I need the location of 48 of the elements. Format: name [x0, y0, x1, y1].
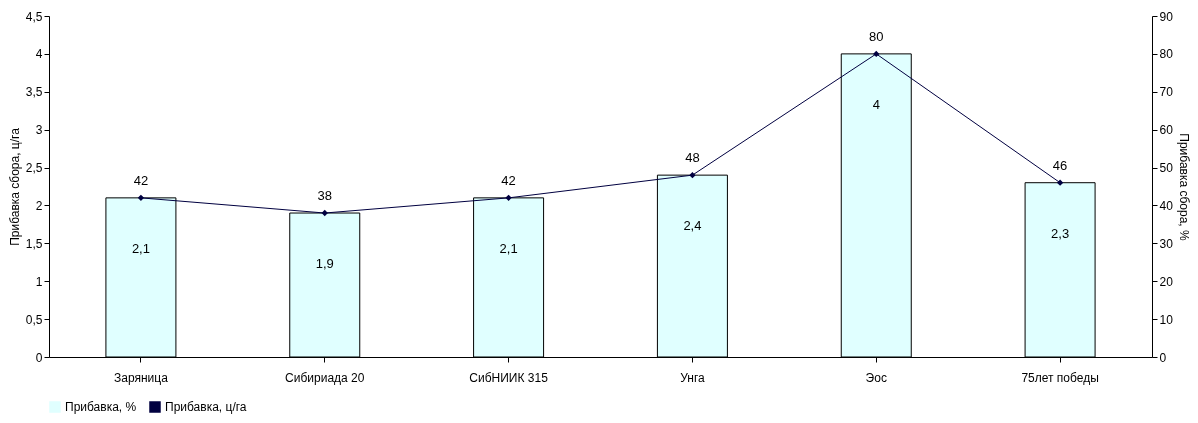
y2-tick-label: 10 — [1159, 312, 1174, 327]
legend-label: Прибавка, ц/га — [165, 400, 247, 414]
data-label: 42 — [133, 172, 149, 188]
y-tick-label: 0 — [35, 350, 43, 365]
data-label: 80 — [869, 28, 884, 44]
y2-tick-label: 70 — [1159, 85, 1174, 100]
y2-axis-title: Прибавка сбора, % — [1176, 133, 1191, 242]
y2-tick-label: 60 — [1159, 123, 1174, 138]
y2-tick-label: 30 — [1159, 236, 1174, 251]
data-label: 2,1 — [131, 240, 150, 256]
data-label: 38 — [317, 188, 332, 204]
y2-tick-label: 20 — [1159, 274, 1174, 289]
y-tick-label: 1 — [35, 274, 43, 289]
y2-tick-label: 40 — [1159, 198, 1174, 213]
y-tick-label: 0,5 — [25, 312, 43, 327]
data-label: 2,1 — [499, 240, 518, 256]
data-label: 4 — [872, 96, 880, 112]
legend-label: Прибавка, % — [65, 400, 137, 414]
y-axis-title: Прибавка сбора, ц/га — [7, 127, 22, 246]
y-tick-label: 4 — [35, 47, 43, 62]
x-tick-label: 75лет победы — [1021, 370, 1099, 385]
y2-tick-label: 80 — [1159, 47, 1174, 62]
point — [1056, 179, 1064, 186]
data-label: 2,3 — [1051, 225, 1070, 241]
point — [505, 194, 512, 202]
point — [689, 171, 696, 179]
y2-tick-label: 0 — [1159, 350, 1167, 365]
point — [873, 50, 880, 58]
point — [137, 194, 145, 202]
data-label: 1,9 — [315, 256, 334, 272]
point — [321, 209, 328, 217]
y2-tick-label: 90 — [1159, 9, 1174, 24]
y-tick-label: 2,5 — [25, 161, 43, 176]
y-tick-label: 2 — [35, 198, 43, 213]
data-label: 42 — [501, 172, 516, 188]
x-tick-label: Эос — [865, 370, 887, 385]
y-tick-label: 3,5 — [25, 85, 43, 100]
data-label: 46 — [1052, 157, 1068, 173]
y-tick-label: 4,5 — [25, 9, 43, 24]
x-tick-label: Заряница — [113, 370, 169, 385]
y-tick-label: 1,5 — [25, 236, 43, 251]
x-tick-label: Сибириада 20 — [285, 370, 365, 385]
y2-tick-label: 50 — [1159, 161, 1174, 176]
x-tick-label: Унга — [680, 370, 705, 385]
data-label: 48 — [685, 150, 700, 166]
x-tick-label: СибНИИК 315 — [469, 370, 549, 385]
y-tick-label: 3 — [35, 123, 43, 138]
data-label: 2,4 — [683, 218, 702, 234]
